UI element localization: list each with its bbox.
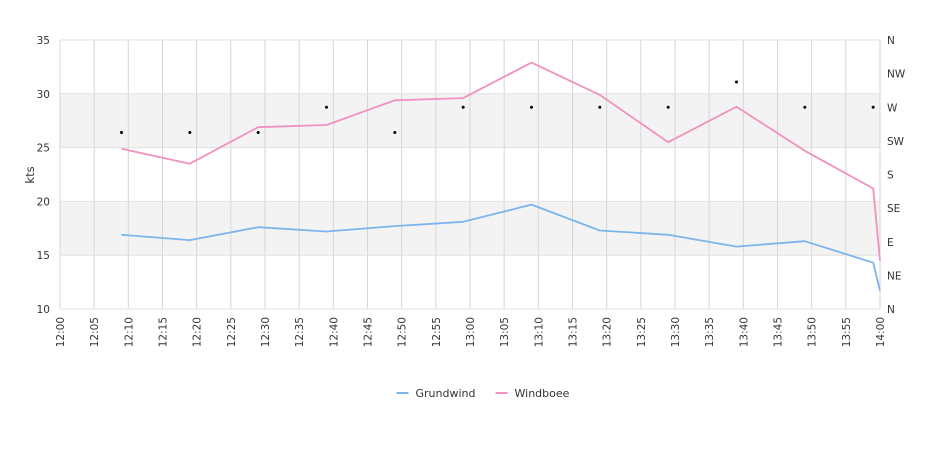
wind-direction-marker: [598, 105, 602, 109]
legend[interactable]: Grundwind Windboee: [396, 387, 570, 400]
x-tick-label: 13:25: [636, 317, 648, 347]
right-axis-label: NE: [887, 270, 902, 282]
x-tick-label: 13:50: [807, 317, 819, 347]
x-tick-label: 13:00: [465, 317, 477, 347]
series-lines: [121, 61, 881, 291]
x-tick-label: 12:05: [89, 317, 101, 347]
legend-label: Windboee: [515, 387, 570, 400]
y-axis-ticks: 10 15 20 25 30 35: [37, 35, 50, 316]
x-tick-label: 13:30: [670, 317, 682, 347]
x-tick-label: 12:40: [328, 317, 340, 347]
x-axis-ticks: 12:00 12:05 12:10 12:15 12:20 12:25 12:30 12:35…: [55, 317, 887, 347]
right-axis-label: SW: [887, 136, 905, 148]
wind-direction-marker: [803, 105, 807, 109]
x-tick-label: 12:00: [55, 317, 67, 347]
x-tick-label: 13:55: [841, 317, 853, 347]
x-tick-label: 14:00: [875, 317, 887, 347]
right-axis-label: SE: [887, 203, 900, 215]
right-axis-ticks: N NE E SE S SW W NW N: [887, 35, 906, 316]
x-tick-label: 13:45: [773, 317, 785, 347]
legend-label: Grundwind: [416, 387, 476, 400]
x-tick-label: 13:35: [704, 317, 716, 347]
x-tick-label: 12:15: [158, 317, 170, 347]
right-axis-label: NW: [887, 69, 906, 81]
right-axis-label: N: [887, 304, 895, 316]
x-tick-label: 12:55: [431, 317, 443, 347]
grid-lines: [59, 39, 881, 310]
right-axis-label: S: [887, 170, 894, 182]
y-axis-title: kts: [23, 166, 37, 183]
wind-direction-marker: [666, 105, 670, 109]
wind-direction-markers: [120, 80, 875, 134]
legend-item-grundwind[interactable]: Grundwind: [396, 387, 476, 400]
wind-direction-marker: [871, 105, 875, 109]
y-tick-label: 15: [37, 250, 50, 262]
right-axis-label: N: [887, 35, 895, 47]
y-tick-label: 30: [37, 89, 50, 101]
wind-direction-marker: [188, 130, 192, 134]
x-tick-label: 12:45: [363, 317, 375, 347]
x-tick-label: 12:35: [294, 317, 306, 347]
legend-item-windboee[interactable]: Windboee: [495, 387, 570, 400]
x-tick-label: 12:10: [123, 317, 135, 347]
wind-direction-marker: [735, 80, 738, 84]
right-axis-label: W: [887, 102, 898, 114]
y-tick-label: 10: [37, 304, 50, 316]
x-tick-label: 12:20: [192, 317, 204, 347]
wind-direction-marker: [461, 105, 465, 109]
x-tick-label: 13:05: [499, 317, 511, 347]
series-line-grundwind: [121, 203, 881, 291]
series-line-windboee: [121, 61, 881, 261]
wind-direction-marker: [120, 130, 123, 134]
x-tick-label: 13:20: [602, 317, 614, 347]
y-tick-label: 35: [37, 35, 50, 47]
right-axis-label: E: [887, 237, 894, 249]
x-tick-label: 12:25: [226, 317, 238, 347]
y-tick-label: 20: [37, 196, 50, 208]
x-tick-label: 12:30: [260, 317, 272, 347]
wind-direction-marker: [256, 130, 260, 134]
x-tick-label: 13:40: [738, 317, 750, 347]
x-tick-label: 13:10: [533, 317, 545, 347]
x-tick-label: 12:50: [397, 317, 409, 347]
wind-direction-marker: [530, 105, 533, 109]
wind-direction-marker: [393, 130, 397, 134]
y-tick-label: 25: [37, 143, 50, 155]
wind-direction-marker: [325, 105, 328, 109]
x-tick-label: 13:15: [568, 317, 580, 347]
